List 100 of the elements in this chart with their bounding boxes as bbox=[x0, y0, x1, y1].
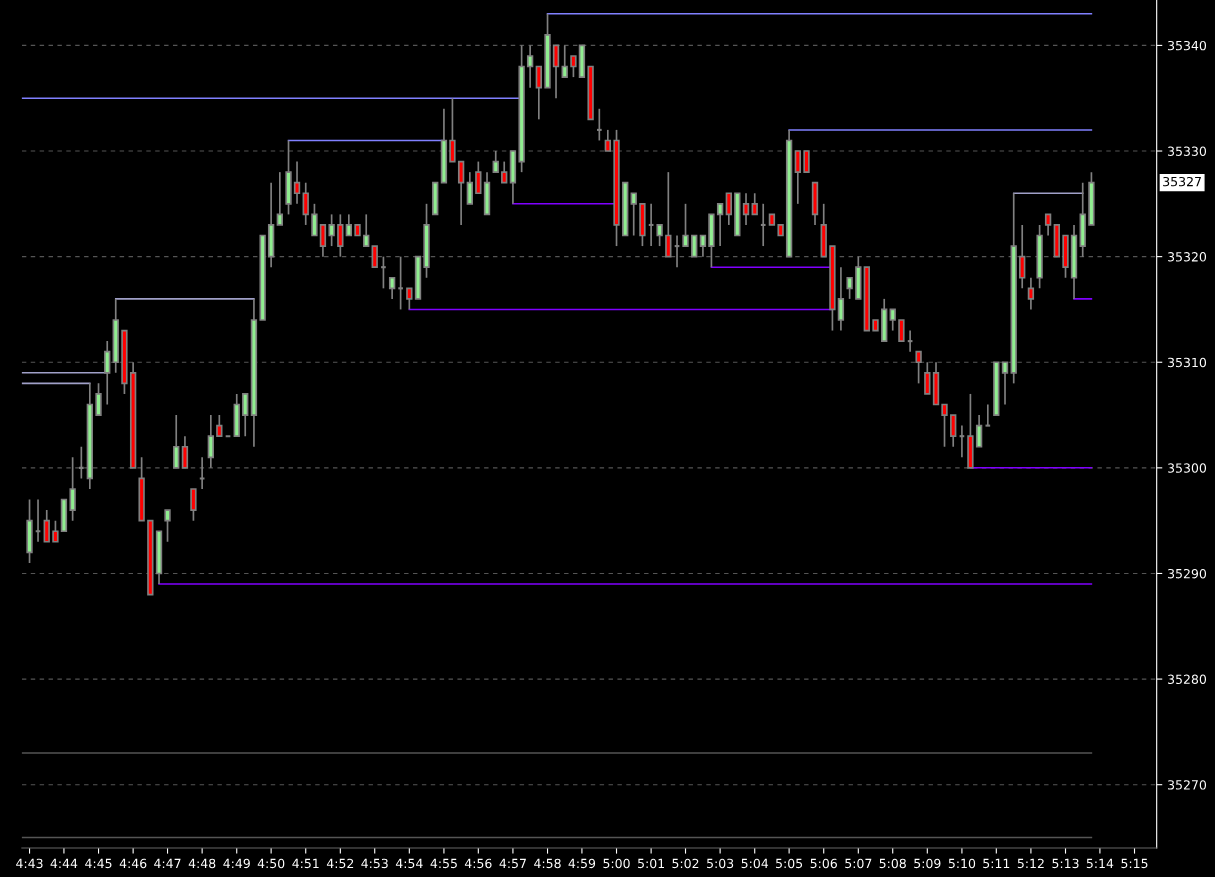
x-tick-label: 5:06 bbox=[810, 858, 837, 869]
candlestick bbox=[604, 129, 611, 152]
candlestick bbox=[535, 65, 542, 121]
candlestick bbox=[337, 213, 344, 258]
candlestick bbox=[950, 414, 957, 448]
candlestick bbox=[501, 160, 508, 184]
x-tick-label: 4:45 bbox=[85, 858, 112, 869]
candlestick bbox=[759, 202, 767, 247]
candlestick bbox=[725, 192, 732, 226]
candlestick bbox=[345, 213, 352, 237]
candlestick bbox=[1044, 213, 1052, 237]
y-tick-label: 35310 bbox=[1168, 357, 1207, 368]
candlestick bbox=[319, 224, 327, 258]
candlestick bbox=[941, 403, 948, 448]
x-tick-label: 4:58 bbox=[534, 858, 561, 869]
candlestick bbox=[742, 192, 750, 226]
candlestick bbox=[43, 509, 50, 543]
x-tick-label: 5:10 bbox=[948, 858, 976, 869]
x-tick-label: 4:51 bbox=[292, 858, 319, 869]
x-tick-label: 5:02 bbox=[672, 858, 699, 869]
x-tick-label: 5:05 bbox=[776, 858, 803, 869]
x-tick-label: 4:56 bbox=[464, 858, 492, 869]
candlestick bbox=[803, 150, 810, 173]
x-tick-label: 5:09 bbox=[914, 858, 941, 869]
x-tick-label: 4:44 bbox=[50, 858, 78, 868]
x-tick-label: 4:59 bbox=[568, 858, 596, 869]
candlestick bbox=[276, 171, 283, 226]
candlestick bbox=[181, 435, 189, 469]
candlestick bbox=[380, 255, 387, 290]
candlestick bbox=[794, 150, 801, 205]
candlestick bbox=[526, 44, 534, 89]
x-tick-label: 5:00 bbox=[603, 858, 630, 869]
candlestick bbox=[190, 488, 197, 522]
x-tick-label: 4:49 bbox=[223, 858, 250, 869]
x-tick-label: 5:15 bbox=[1121, 858, 1148, 869]
candlestick bbox=[552, 44, 560, 100]
candlestick bbox=[466, 171, 473, 205]
x-tick-label: 5:08 bbox=[879, 858, 906, 869]
candlestick bbox=[691, 234, 698, 258]
candlestick bbox=[52, 519, 59, 543]
x-tick-label: 4:54 bbox=[395, 858, 423, 869]
x-tick-label: 4:43 bbox=[16, 858, 43, 869]
candlestick bbox=[371, 245, 378, 269]
candlestick bbox=[898, 319, 905, 342]
candlestick bbox=[449, 97, 456, 163]
candlestick bbox=[173, 414, 180, 469]
candlestick bbox=[656, 224, 663, 247]
candlestick bbox=[1019, 224, 1026, 290]
y-tick-label: 35300 bbox=[1168, 463, 1207, 473]
candlestick bbox=[915, 350, 922, 385]
candlestick bbox=[699, 234, 707, 258]
y-tick-label: 35340 bbox=[1168, 40, 1207, 51]
x-tick-label: 5:04 bbox=[741, 858, 769, 869]
candlestick bbox=[924, 361, 931, 395]
candlestick bbox=[846, 276, 853, 300]
candlestick bbox=[1027, 276, 1035, 311]
candlestick bbox=[388, 276, 396, 300]
candlestick bbox=[164, 509, 171, 543]
candlestick bbox=[1001, 361, 1009, 406]
y-tick-label: 35270 bbox=[1168, 780, 1207, 790]
candlestick bbox=[475, 160, 482, 195]
x-tick-label: 5:03 bbox=[707, 858, 734, 869]
candlestick bbox=[889, 308, 896, 332]
candlestick bbox=[302, 181, 309, 226]
candlestick bbox=[242, 393, 249, 438]
candlestick bbox=[397, 255, 404, 311]
candlestick bbox=[207, 414, 215, 469]
candlestick bbox=[69, 456, 76, 522]
x-tick-label: 5:12 bbox=[1017, 858, 1044, 869]
candlestick bbox=[837, 266, 845, 332]
y-tick-label: 35280 bbox=[1168, 674, 1207, 685]
candlestick bbox=[216, 414, 223, 438]
candlestick bbox=[716, 202, 724, 247]
candlestick bbox=[751, 192, 758, 216]
candlestick bbox=[95, 382, 102, 416]
x-tick-label: 4:55 bbox=[430, 858, 457, 869]
x-tick-label: 4:48 bbox=[188, 858, 216, 869]
y-tick-label: 35290 bbox=[1168, 568, 1207, 579]
text: 35327 bbox=[1163, 176, 1201, 187]
candlestick bbox=[406, 287, 413, 311]
candlestick bbox=[975, 414, 983, 448]
x-tick-label: 5:11 bbox=[983, 858, 1010, 869]
candlestick bbox=[104, 340, 111, 406]
candlestick bbox=[561, 44, 568, 78]
candlestick bbox=[665, 171, 672, 258]
x-tick-label: 5:07 bbox=[845, 858, 872, 869]
x-tick-label: 4:53 bbox=[361, 858, 388, 869]
candlestick bbox=[328, 213, 335, 247]
candlestick bbox=[492, 150, 499, 173]
y-tick-label: 35320 bbox=[1168, 252, 1207, 262]
x-tick-label: 4:47 bbox=[154, 858, 181, 868]
candlestick bbox=[570, 55, 577, 78]
x-tick-label: 5:14 bbox=[1086, 858, 1114, 869]
candlestick bbox=[682, 202, 689, 247]
x-tick-label: 4:50 bbox=[257, 858, 285, 869]
x-tick-label: 4:57 bbox=[499, 858, 526, 869]
candlestick bbox=[630, 192, 637, 237]
candlestick bbox=[984, 403, 992, 427]
candlestick bbox=[311, 202, 318, 237]
x-tick-label: 5:01 bbox=[638, 858, 664, 869]
